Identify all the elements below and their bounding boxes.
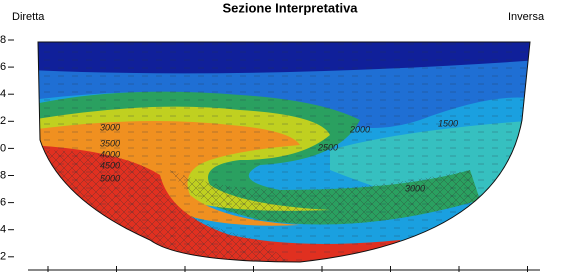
contour-label: 5000 <box>100 173 120 183</box>
contour-label: 3000 <box>100 122 120 132</box>
contour-label: 4500 <box>100 160 120 170</box>
contour-label: 1500 <box>438 118 458 128</box>
y-tick-label: 2 <box>0 115 6 127</box>
contour-label: 3500 <box>100 138 120 148</box>
y-tick-label: 4 <box>0 224 6 236</box>
contour-label: 3000 <box>405 183 425 193</box>
y-tick-label: 2 <box>0 251 6 263</box>
y-tick-label: 0 <box>0 142 6 154</box>
y-tick-label: 6 <box>0 197 6 209</box>
y-tick-label: 6 <box>0 61 6 73</box>
y-tick-label: 4 <box>0 88 6 100</box>
right-label: Inversa <box>508 11 545 23</box>
contour-label: 4000 <box>100 149 120 159</box>
left-label: Diretta <box>12 11 45 23</box>
chart-title: Sezione Interpretativa <box>222 0 358 15</box>
y-tick-label: 8 <box>0 169 6 181</box>
chart: Sezione Interpretativa Diretta Inversa 8… <box>0 0 567 272</box>
contour-label: 2500 <box>317 142 338 152</box>
y-tick-label: 8 <box>0 34 6 46</box>
contour-label: 2000 <box>349 124 370 134</box>
